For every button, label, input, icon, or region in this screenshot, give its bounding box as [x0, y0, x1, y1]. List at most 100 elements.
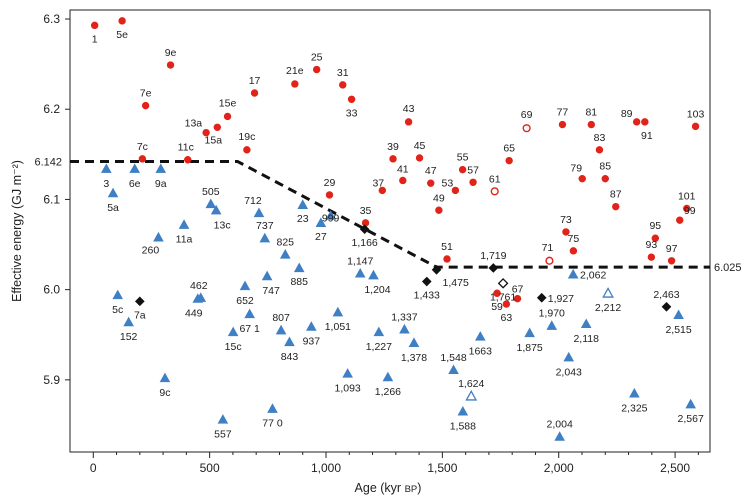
y-axis-title: Effective energy (GJ m⁻²)	[10, 160, 24, 302]
red-filled-circle-marker	[493, 289, 501, 297]
red-filled-circle-marker	[502, 300, 511, 308]
point-label: 1,548	[440, 352, 466, 364]
blue-filled-triangle-marker	[253, 207, 265, 218]
red-filled-circle-marker	[184, 156, 192, 164]
point-label: 1,875	[516, 342, 542, 354]
point-label: 29	[324, 177, 336, 189]
blue-filled-triangle-marker	[368, 269, 379, 280]
blue-open-triangle-marker	[602, 287, 614, 298]
point-label: 63	[501, 312, 513, 324]
y-tick-label: 6.2	[43, 102, 60, 116]
point-label: 17	[249, 75, 261, 87]
point-label: 5c	[112, 304, 123, 316]
blue-filled-triangle-marker	[408, 337, 420, 347]
point-label: 45	[414, 140, 426, 152]
point-label: 652	[236, 295, 254, 307]
point-label: 9c	[159, 387, 170, 399]
point-label: 260	[142, 244, 160, 256]
red-filled-circle-marker	[443, 255, 451, 263]
blue-filled-triangle-marker	[554, 431, 565, 441]
x-axis-title-main: Age (kyr	[355, 481, 402, 495]
point-label: 7a	[134, 309, 146, 321]
red-filled-circle-marker	[595, 146, 604, 154]
x-tick-label: 1,500	[427, 461, 457, 475]
blue-filled-triangle-marker	[315, 217, 327, 228]
point-label: 55	[457, 152, 469, 164]
point-label: 2,118	[573, 333, 599, 345]
point-label: 1,433	[414, 290, 440, 302]
red-open-circle-marker	[490, 187, 499, 196]
point-label: 937	[303, 336, 321, 348]
point-label: 2,062	[580, 269, 606, 281]
point-label: 9e	[165, 47, 177, 59]
x-tick-label: 1,000	[311, 461, 341, 475]
black-filled-diamond-marker	[536, 292, 547, 303]
blue-filled-triangle-marker	[275, 324, 287, 335]
blue-filled-triangle-marker	[244, 308, 255, 319]
point-label: 737	[256, 220, 274, 232]
black-filled-diamond-marker	[359, 224, 370, 235]
point-label: 3	[103, 178, 109, 190]
point-label: 1,204	[364, 284, 390, 296]
point-label: 712	[244, 195, 262, 207]
point-label: 51	[441, 241, 453, 253]
blue-filled-triangle-marker	[293, 262, 305, 273]
x-axis: 0 500 1,000 1,500 2,000 2,500	[90, 452, 699, 475]
red-filled-circle-marker	[223, 112, 232, 121]
x-tick-label: 2,000	[544, 461, 574, 475]
threshold-right-label: 6.025	[714, 262, 742, 274]
point-label: 747	[262, 285, 280, 297]
blue-filled-triangle-marker	[373, 326, 385, 337]
red-filled-circle-marker	[325, 191, 334, 199]
blue-filled-triangle-marker	[546, 320, 558, 330]
red-filled-circle-marker	[399, 176, 407, 185]
black-filled-diamond-marker	[431, 264, 442, 275]
blue-filled-triangle-marker	[474, 331, 486, 341]
point-label: 11c	[178, 142, 194, 154]
point-label: 1,378	[401, 352, 427, 364]
blue-filled-triangle-marker	[159, 372, 171, 383]
red-open-circle-marker	[522, 124, 531, 133]
y-tick-label: 6.1	[43, 192, 60, 206]
red-filled-circle-marker	[250, 89, 259, 97]
point-label: 47	[425, 165, 437, 177]
point-label: 93	[646, 239, 658, 251]
red-filled-circle-marker	[632, 118, 641, 126]
point-label: 31	[337, 67, 349, 79]
blue-filled-triangle-marker	[192, 293, 204, 303]
threshold-dashed-line	[70, 160, 710, 269]
y-axis: 5.9 6.0 6.1 6.2 6.3	[43, 12, 70, 387]
red-filled-circle-marker	[166, 61, 175, 69]
blue-filled-triangle-marker	[155, 163, 167, 173]
red-filled-circle-marker	[505, 156, 513, 165]
point-label: 33	[346, 107, 358, 119]
point-label: 61	[489, 173, 501, 185]
point-label: 13a	[185, 118, 203, 130]
x-tick-label: 0	[90, 461, 97, 475]
point-label: 1,051	[325, 321, 351, 333]
point-label: 73	[560, 214, 572, 226]
point-label: 5a	[107, 202, 119, 214]
point-label: 1,093	[335, 383, 361, 395]
point-label: 1	[92, 33, 98, 45]
point-label: 1,475	[443, 277, 469, 289]
point-label: 1,588	[450, 420, 476, 432]
x-tick-label: 2,500	[660, 461, 690, 475]
red-filled-circle-marker	[118, 17, 126, 25]
point-label: 999	[322, 213, 340, 225]
point-label: 1663	[469, 346, 493, 358]
black-filled-diamond-marker	[488, 263, 499, 273]
red-filled-circle-marker	[312, 65, 321, 74]
point-label: 15e	[219, 97, 237, 109]
red-filled-circle-marker	[569, 247, 578, 255]
point-label: 1,927	[548, 293, 574, 305]
point-label: 2,212	[595, 302, 621, 314]
black-filled-diamond-marker	[661, 301, 672, 312]
red-filled-circle-marker	[562, 228, 570, 236]
black-filled-diamond-marker	[134, 296, 145, 307]
red-filled-circle-marker	[578, 174, 586, 183]
blue-filled-triangle-marker	[685, 398, 696, 409]
point-label: 35	[360, 205, 372, 217]
point-label: 49	[433, 192, 445, 204]
